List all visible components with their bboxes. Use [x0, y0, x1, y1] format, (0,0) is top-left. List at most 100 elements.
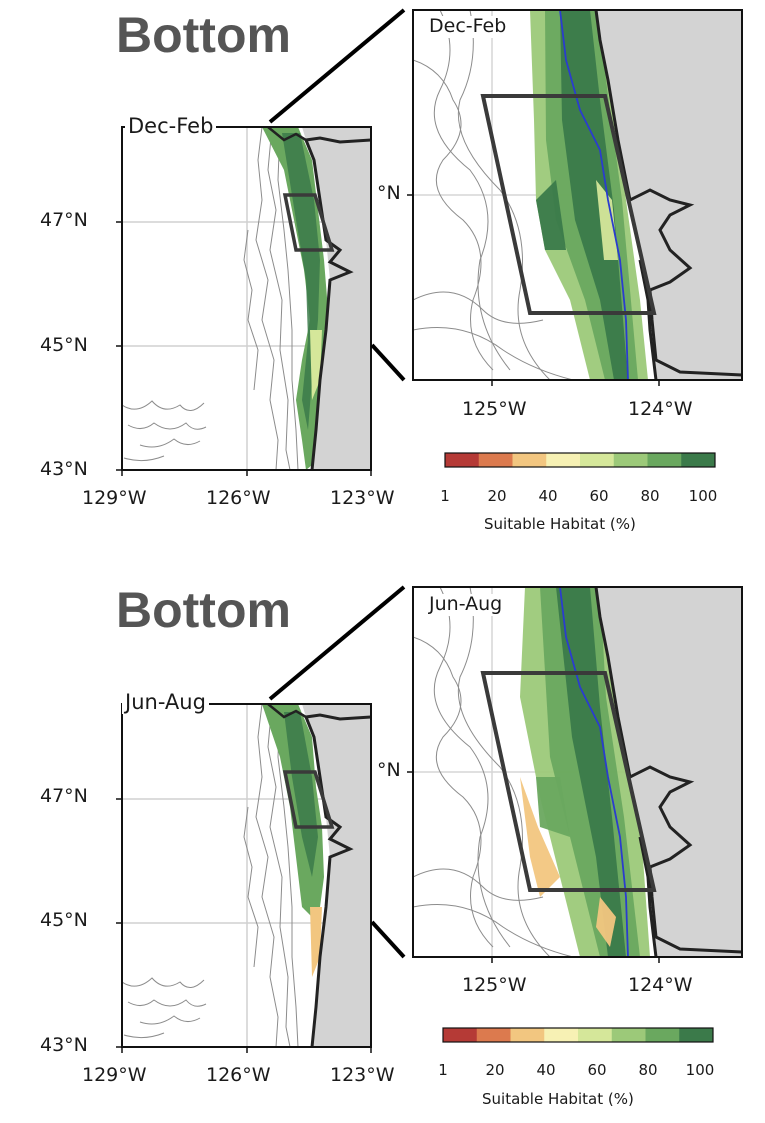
lat-tick-43-winter: 43°N [40, 458, 88, 480]
colorbar-segment [445, 453, 480, 467]
habitat-band [596, 897, 616, 947]
blue-isobath-line [559, 587, 629, 957]
land [596, 10, 742, 380]
isobath-contour [277, 127, 299, 470]
colorbar-tick-20-winter: 20 [487, 487, 507, 505]
isobath-contour [413, 291, 544, 324]
land [596, 587, 742, 957]
strait-coastline [267, 127, 307, 142]
colorbar-segment [647, 453, 682, 467]
lat-tick-45-summer: 45°N [40, 909, 88, 931]
isobath-contour [413, 327, 574, 380]
colorbar-tick-40-winter: 40 [538, 487, 558, 505]
colorbar-segment [681, 453, 716, 467]
colorbar-frame [442, 1027, 714, 1043]
inset-map-winter [407, 9, 743, 386]
connector-line-bottom [370, 920, 406, 959]
connector-line-top [268, 585, 406, 701]
colorbar-segment [476, 1028, 511, 1042]
habitat-core [282, 133, 320, 430]
land [302, 704, 371, 1047]
inset-lon-tick-125-summer: 125°W [462, 974, 527, 996]
coastline [303, 136, 371, 470]
habitat-band [536, 180, 566, 250]
colorbar-segment [578, 1028, 613, 1042]
strait-coastline [267, 704, 307, 719]
coastline [594, 587, 742, 954]
coastline [303, 713, 371, 1047]
colorbar-segment [478, 453, 513, 467]
inset-lon-tick-124-summer: 124°W [628, 974, 693, 996]
lat-tick-47-winter: 47°N [40, 209, 88, 231]
seamount-contours [122, 977, 207, 1039]
seamount-contours [122, 400, 207, 462]
lat-tick-45-winter: 45°N [40, 334, 88, 356]
lon-tick-123-winter: 123°W [330, 487, 395, 509]
colorbar-tick-20-summer: 20 [485, 1061, 505, 1079]
colorbar-segment [443, 1028, 478, 1042]
lon-tick-123-summer: 123°W [330, 1064, 395, 1086]
inset-lat-tick-winter: °N [377, 182, 401, 204]
isobath-contour [413, 868, 544, 901]
land [302, 127, 371, 470]
colorbar-segment [512, 453, 547, 467]
inset-season-label-summer: Jun-Aug [426, 593, 506, 616]
isobath-contour [267, 704, 291, 1047]
colorbar-segment [611, 1028, 646, 1042]
inset-lon-tick-124-winter: 124°W [628, 398, 693, 420]
isobath-contour [413, 904, 574, 957]
colorbar-tick-60-summer: 60 [587, 1061, 607, 1079]
habitat-band [520, 777, 560, 897]
lon-tick-129-winter: 129°W [82, 487, 147, 509]
colorbar-tick-40-summer: 40 [536, 1061, 556, 1079]
habitat-band [536, 777, 570, 837]
colorbar-segment [679, 1028, 714, 1042]
isobath-contour [457, 10, 551, 380]
lat-tick-43-summer: 43°N [40, 1034, 88, 1056]
colorbar-segment [544, 1028, 579, 1042]
inset-map-summer [407, 586, 743, 963]
isobath-contour [433, 587, 511, 948]
study-region-box [480, 94, 657, 315]
overview-map-summer [116, 703, 372, 1053]
colorbar-label-winter: Suitable Habitat (%) [484, 515, 636, 533]
isobath-contour [457, 587, 551, 957]
isobath-contour [413, 59, 494, 371]
isobath-contour [267, 127, 291, 470]
colorbar-tick-1-winter: 1 [440, 487, 450, 505]
isobath-contour [413, 636, 494, 948]
colorbar-tick-60-winter: 60 [589, 487, 609, 505]
habitat-band [596, 180, 618, 260]
isobath-contour [433, 10, 511, 371]
coastline [594, 10, 742, 377]
colorbar-tick-80-winter: 80 [640, 487, 660, 505]
panel-summer [116, 585, 743, 1053]
lat-tick-47-summer: 47°N [40, 785, 88, 807]
colorbar-segment [546, 453, 581, 467]
colorbar-tick-100-winter: 100 [688, 487, 718, 505]
colorbar-segment [613, 453, 648, 467]
study-region-box [480, 671, 657, 892]
colorbar-tick-100-summer: 100 [685, 1061, 715, 1079]
overview-season-label-summer: Jun-Aug [122, 690, 209, 715]
lon-tick-126-winter: 126°W [206, 487, 271, 509]
panel-title-winter: Bottom [116, 7, 291, 63]
connector-line-top [268, 8, 406, 124]
panel-title-summer: Bottom [116, 582, 291, 638]
habitat-core [284, 712, 318, 877]
isobath-contour [277, 704, 299, 1047]
inset-lon-tick-125-winter: 125°W [462, 398, 527, 420]
colorbar-tick-1-summer: 1 [438, 1061, 448, 1079]
colorbar-tick-80-summer: 80 [638, 1061, 658, 1079]
inset-box-marker [282, 193, 335, 252]
blue-isobath-line [559, 10, 629, 380]
overview-map-winter [116, 126, 372, 476]
connector-line-bottom [370, 343, 406, 382]
colorbar-winter [444, 452, 716, 468]
panel-winter [116, 8, 743, 476]
isobath-contour [243, 806, 259, 968]
colorbar-label-summer: Suitable Habitat (%) [482, 1090, 634, 1108]
lon-tick-126-summer: 126°W [206, 1064, 271, 1086]
overview-season-label-winter: Dec-Feb [125, 114, 217, 139]
